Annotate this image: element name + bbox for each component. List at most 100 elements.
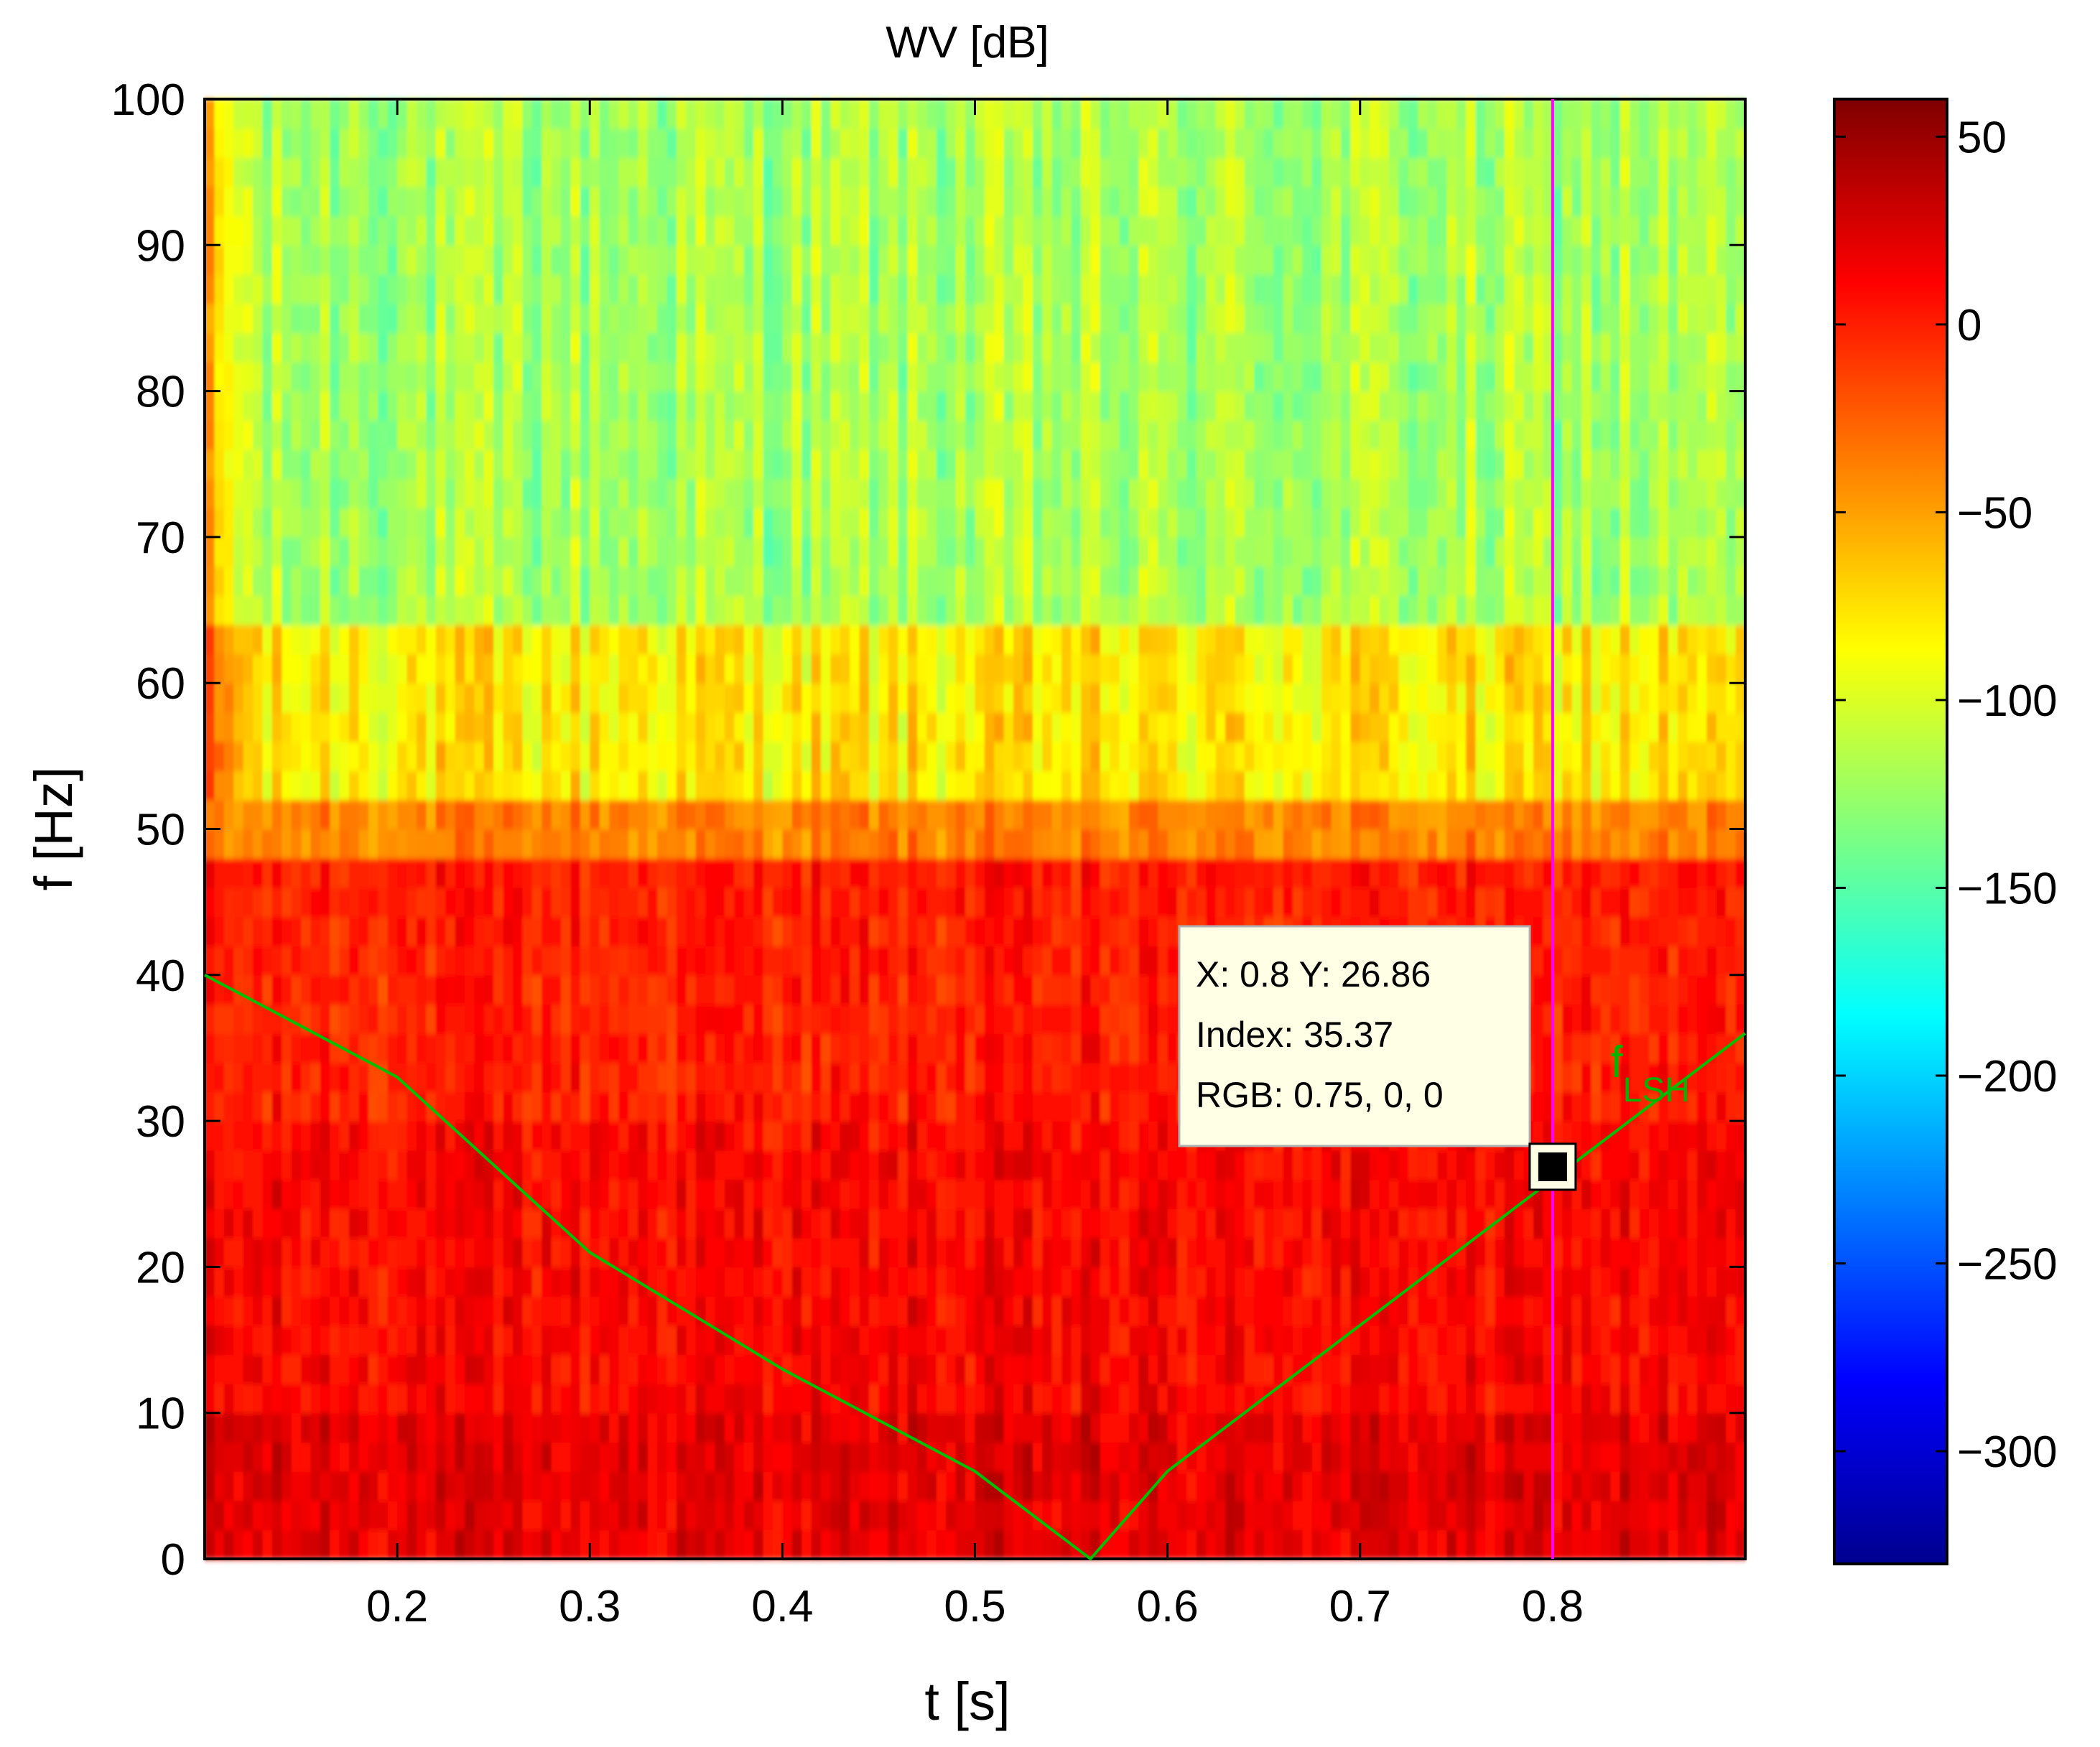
heatmap-cell: [590, 1121, 600, 1151]
heatmap-cell: [580, 1267, 591, 1297]
heatmap-cell: [1668, 1033, 1678, 1063]
heatmap-cell: [647, 1354, 658, 1384]
heatmap-cell: [763, 1179, 773, 1209]
heatmap-cell: [1138, 1004, 1149, 1034]
heatmap-cell: [1735, 916, 1746, 946]
heatmap-cell: [791, 1267, 802, 1297]
heatmap-cell: [878, 974, 889, 1005]
heatmap-cell: [580, 1033, 591, 1063]
heatmap-cell: [1687, 683, 1698, 713]
heatmap-cell: [368, 1004, 379, 1034]
heatmap-cell: [1687, 1033, 1698, 1063]
heatmap-cell: [695, 1471, 706, 1501]
heatmap-cell: [435, 1412, 446, 1443]
heatmap-cell: [1090, 1121, 1101, 1151]
heatmap-cell: [271, 1412, 283, 1443]
heatmap-cell: [984, 974, 995, 1005]
heatmap-cell: [830, 1529, 841, 1560]
heatmap-cell: [1080, 887, 1092, 918]
heatmap-cell: [406, 683, 417, 713]
heatmap-cell: [1167, 1325, 1178, 1356]
heatmap-cell: [590, 1354, 600, 1384]
heatmap-cell: [339, 829, 350, 859]
heatmap-cell: [994, 916, 1005, 946]
heatmap-cell: [946, 1325, 957, 1356]
heatmap-cell: [1543, 741, 1553, 771]
heatmap-cell: [1370, 858, 1380, 888]
heatmap-cell: [464, 1354, 475, 1384]
heatmap-cell: [975, 1500, 985, 1531]
heatmap-cell: [223, 1384, 235, 1414]
heatmap-cell: [1042, 946, 1053, 976]
heatmap-cell: [936, 1529, 947, 1560]
heatmap-cell: [1311, 1442, 1322, 1472]
heatmap-cell: [1408, 712, 1418, 742]
heatmap-cell: [406, 653, 417, 684]
heatmap-cell: [859, 1062, 870, 1093]
heatmap-cell: [358, 1208, 369, 1239]
heatmap-cell: [599, 1208, 610, 1239]
heatmap-cell: [1706, 1062, 1717, 1093]
heatmap-cell: [898, 1179, 909, 1209]
heatmap-cell: [1716, 1384, 1727, 1414]
heatmap-cell: [387, 1296, 398, 1326]
heatmap-cell: [1475, 1179, 1486, 1209]
heatmap-cell: [859, 1325, 870, 1356]
heatmap-cell: [1042, 1354, 1053, 1384]
heatmap-cell: [1735, 1384, 1746, 1414]
heatmap-cell: [1042, 1384, 1053, 1414]
heatmap-cell: [609, 1121, 620, 1151]
heatmap-cell: [1581, 1354, 1592, 1384]
heatmap-cell: [445, 683, 456, 713]
heatmap-cell: [715, 1384, 725, 1414]
heatmap-cell: [1138, 946, 1149, 976]
heatmap-cell: [1716, 1208, 1727, 1239]
heatmap-cell: [705, 1121, 716, 1151]
heatmap-cell: [1735, 829, 1746, 859]
heatmap-cell: [291, 799, 302, 830]
heatmap-cell: [609, 1412, 620, 1443]
heatmap-cell: [1687, 1500, 1698, 1531]
heatmap-cell: [1032, 1384, 1044, 1414]
heatmap-cell: [830, 1121, 841, 1151]
heatmap-cell: [339, 1179, 350, 1209]
heatmap-cell: [1129, 653, 1140, 684]
heatmap-cell: [1446, 1442, 1457, 1472]
heatmap-cell: [821, 1237, 832, 1268]
heatmap-cell: [994, 1062, 1005, 1093]
heatmap-cell: [1051, 683, 1062, 713]
heatmap-cell: [753, 1325, 764, 1356]
heatmap-cell: [262, 770, 273, 801]
heatmap-cell: [1687, 741, 1698, 771]
heatmap-cell: [1552, 946, 1564, 976]
heatmap-cell: [984, 887, 995, 918]
heatmap-cell: [397, 1091, 408, 1122]
heatmap-cell: [763, 1004, 773, 1034]
heatmap-cell: [406, 1004, 417, 1034]
heatmap-cell: [850, 770, 860, 801]
heatmap-cell: [638, 683, 649, 713]
heatmap-cell: [387, 653, 398, 684]
heatmap-cell: [926, 1091, 937, 1122]
heatmap-cell: [1398, 1237, 1409, 1268]
heatmap-cell: [561, 1091, 572, 1122]
heatmap-cell: [1562, 1500, 1573, 1531]
heatmap-cell: [1321, 1179, 1332, 1209]
heatmap-cell: [1620, 1384, 1630, 1414]
heatmap-cell: [253, 1412, 264, 1443]
heatmap-cell: [1706, 1121, 1717, 1151]
heatmap-cell: [1658, 887, 1669, 918]
heatmap-cell: [1523, 1442, 1534, 1472]
heatmap-cell: [1225, 799, 1236, 830]
heatmap-cell: [214, 1062, 225, 1093]
heatmap-cell: [1630, 799, 1640, 830]
heatmap-cell: [1138, 858, 1149, 888]
heatmap-cell: [946, 1442, 957, 1472]
heatmap-cell: [406, 624, 417, 655]
heatmap-cell: [493, 1296, 504, 1326]
heatmap-cell: [791, 1150, 802, 1180]
heatmap-cell: [1071, 1384, 1082, 1414]
heatmap-cell: [1552, 1325, 1564, 1356]
heatmap-cell: [1408, 653, 1418, 684]
heatmap-cell: [1543, 1237, 1553, 1268]
